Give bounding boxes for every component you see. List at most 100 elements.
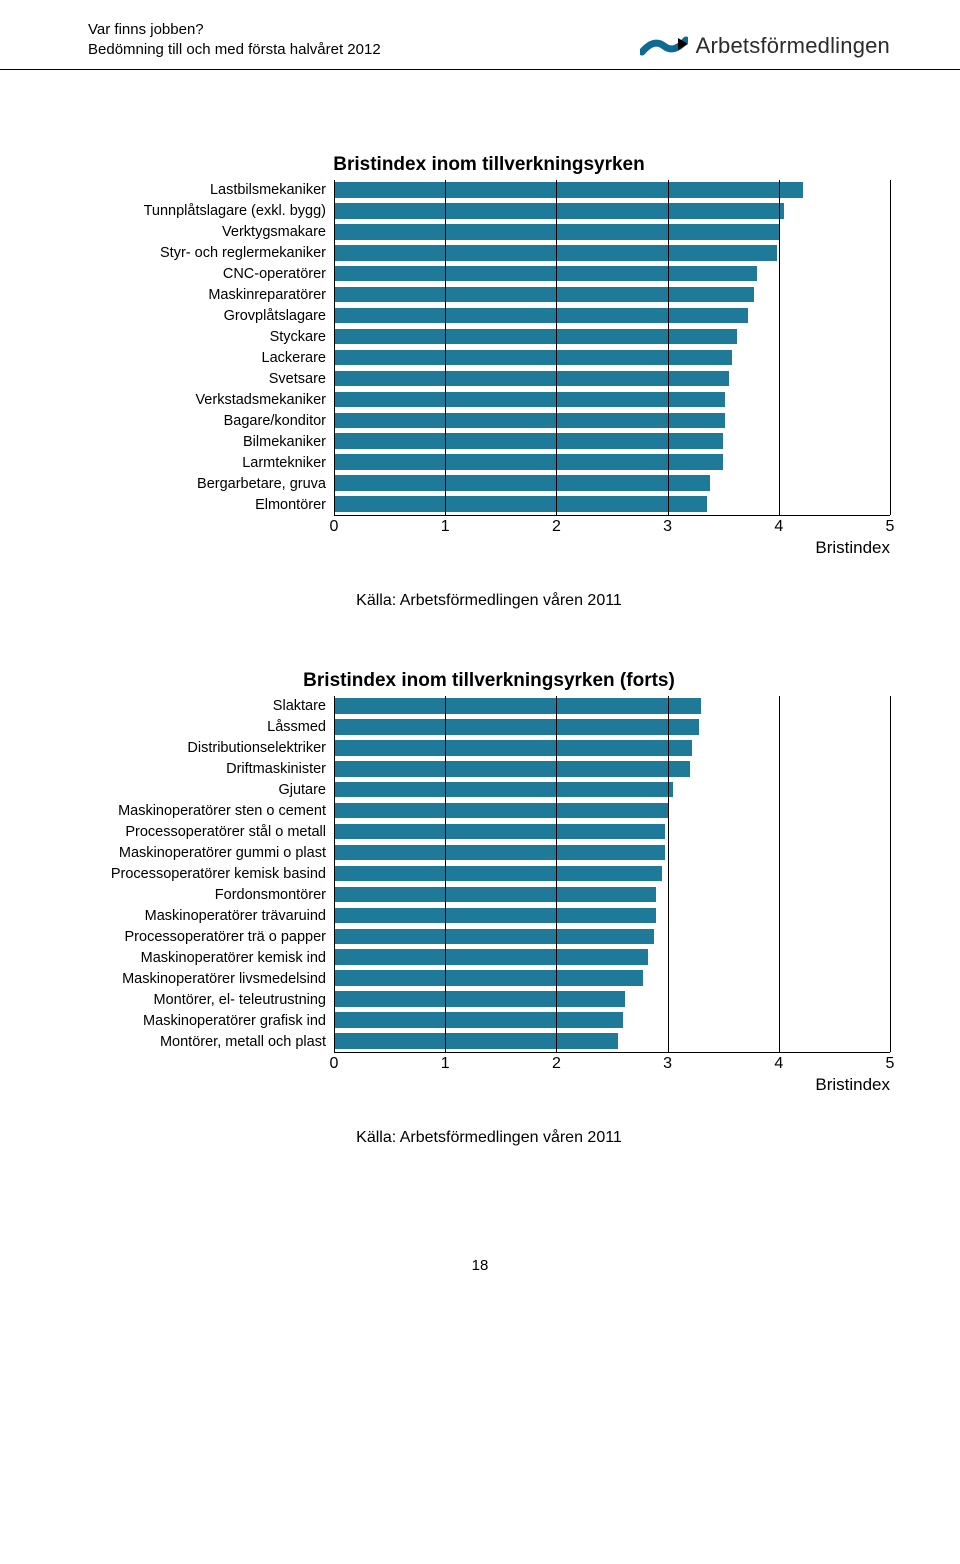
bar-slot <box>334 221 890 242</box>
bar <box>334 782 673 797</box>
bar-slot <box>334 473 890 494</box>
bar <box>334 866 662 881</box>
chart2-title: Bristindex inom tillverkningsyrken (fort… <box>88 670 890 692</box>
grid-line <box>890 180 891 515</box>
bar-slot <box>334 758 890 779</box>
bar-slot <box>334 989 890 1010</box>
bar <box>334 719 699 734</box>
grid-line <box>668 696 669 1052</box>
category-label: Processoperatörer kemisk basind <box>88 864 334 885</box>
bar-slot <box>334 242 890 263</box>
bar <box>334 496 707 511</box>
chart1-title: Bristindex inom tillverkningsyrken <box>88 154 890 176</box>
bar-slot <box>334 305 890 326</box>
chart2-x-title: Bristindex <box>334 1075 890 1095</box>
category-label: Maskinoperatörer kemisk ind <box>88 948 334 969</box>
bar <box>334 203 784 218</box>
category-label: Svetsare <box>88 369 334 390</box>
page-header: Var finns jobben? Bedömning till och med… <box>0 0 960 70</box>
header-line1: Var finns jobben? <box>88 20 381 40</box>
category-label: Slaktare <box>88 696 334 717</box>
category-label: Driftmaskinister <box>88 759 334 780</box>
x-tick-label: 3 <box>663 518 672 536</box>
bar-slot <box>334 1010 890 1031</box>
chart2: Bristindex inom tillverkningsyrken (fort… <box>88 670 890 1147</box>
bar <box>334 266 757 281</box>
chart1-plot-col <box>334 180 890 516</box>
category-label: Bilmekaniker <box>88 432 334 453</box>
bar <box>334 350 732 365</box>
chart1-x-axis: 012345 <box>334 516 890 536</box>
grid-line <box>779 696 780 1052</box>
header-left-block: Var finns jobben? Bedömning till och med… <box>88 20 381 61</box>
category-label: Styr- och reglermekaniker <box>88 243 334 264</box>
category-label: Tunnplåtslagare (exkl. bygg) <box>88 201 334 222</box>
bar <box>334 371 729 386</box>
bar-slot <box>334 494 890 515</box>
bar-slot <box>334 800 890 821</box>
bar-slot <box>334 1031 890 1052</box>
bar-slot <box>334 779 890 800</box>
bar <box>334 908 656 923</box>
bar <box>334 182 803 197</box>
grid-line <box>779 180 780 515</box>
category-label: Låssmed <box>88 717 334 738</box>
bar <box>334 845 665 860</box>
bar <box>334 329 737 344</box>
bar-slot <box>334 431 890 452</box>
category-label: Montörer, metall och plast <box>88 1032 334 1053</box>
bar-slot <box>334 410 890 431</box>
bar-slot <box>334 842 890 863</box>
category-label: Maskinoperatörer gummi o plast <box>88 843 334 864</box>
category-label: Montörer, el- teleutrustning <box>88 990 334 1011</box>
bar-slot <box>334 716 890 737</box>
category-label: Distributionselektriker <box>88 738 334 759</box>
x-tick-label: 5 <box>886 1055 895 1073</box>
bar-slot <box>334 947 890 968</box>
chart2-x-axis: 012345 <box>334 1053 890 1073</box>
grid-line <box>668 180 669 515</box>
bar <box>334 887 656 902</box>
bar-slot <box>334 821 890 842</box>
bar-slot <box>334 696 890 717</box>
bar <box>334 698 701 713</box>
bar <box>334 433 723 448</box>
bar-slot <box>334 347 890 368</box>
category-label: Elmontörer <box>88 495 334 516</box>
grid-line <box>445 180 446 515</box>
category-label: Styckare <box>88 327 334 348</box>
bar <box>334 761 690 776</box>
x-tick-label: 2 <box>552 518 561 536</box>
x-tick-label: 1 <box>441 518 450 536</box>
x-tick-label: 0 <box>330 1055 339 1073</box>
category-label: Maskinoperatörer grafisk ind <box>88 1011 334 1032</box>
chart1-body: LastbilsmekanikerTunnplåtslagare (exkl. … <box>88 180 890 516</box>
bar <box>334 1012 623 1027</box>
logo: Arbetsförmedlingen <box>640 32 890 60</box>
bar <box>334 308 748 323</box>
chart2-body: SlaktareLåssmedDistributionselektrikerDr… <box>88 696 890 1053</box>
grid-line <box>334 180 335 515</box>
bar <box>334 929 654 944</box>
x-tick-label: 2 <box>552 1055 561 1073</box>
grid-line <box>445 696 446 1052</box>
bar-slot <box>334 263 890 284</box>
chart1-plot-area <box>334 180 890 516</box>
x-tick-label: 1 <box>441 1055 450 1073</box>
bar <box>334 991 625 1006</box>
bar-slot <box>334 737 890 758</box>
bar <box>334 824 665 839</box>
chart1-labels: LastbilsmekanikerTunnplåtslagare (exkl. … <box>88 180 334 516</box>
category-label: Processoperatörer trä o papper <box>88 927 334 948</box>
chart1-x-title: Bristindex <box>334 538 890 558</box>
bar-slot <box>334 326 890 347</box>
x-tick-label: 0 <box>330 518 339 536</box>
category-label: Lackerare <box>88 348 334 369</box>
category-label: Maskinoperatörer livsmedelsind <box>88 969 334 990</box>
bar-slot <box>334 180 890 201</box>
category-label: Maskinoperatörer trävaruind <box>88 906 334 927</box>
bar-slot <box>334 863 890 884</box>
grid-line <box>890 696 891 1052</box>
bar <box>334 287 754 302</box>
bar-slot <box>334 884 890 905</box>
